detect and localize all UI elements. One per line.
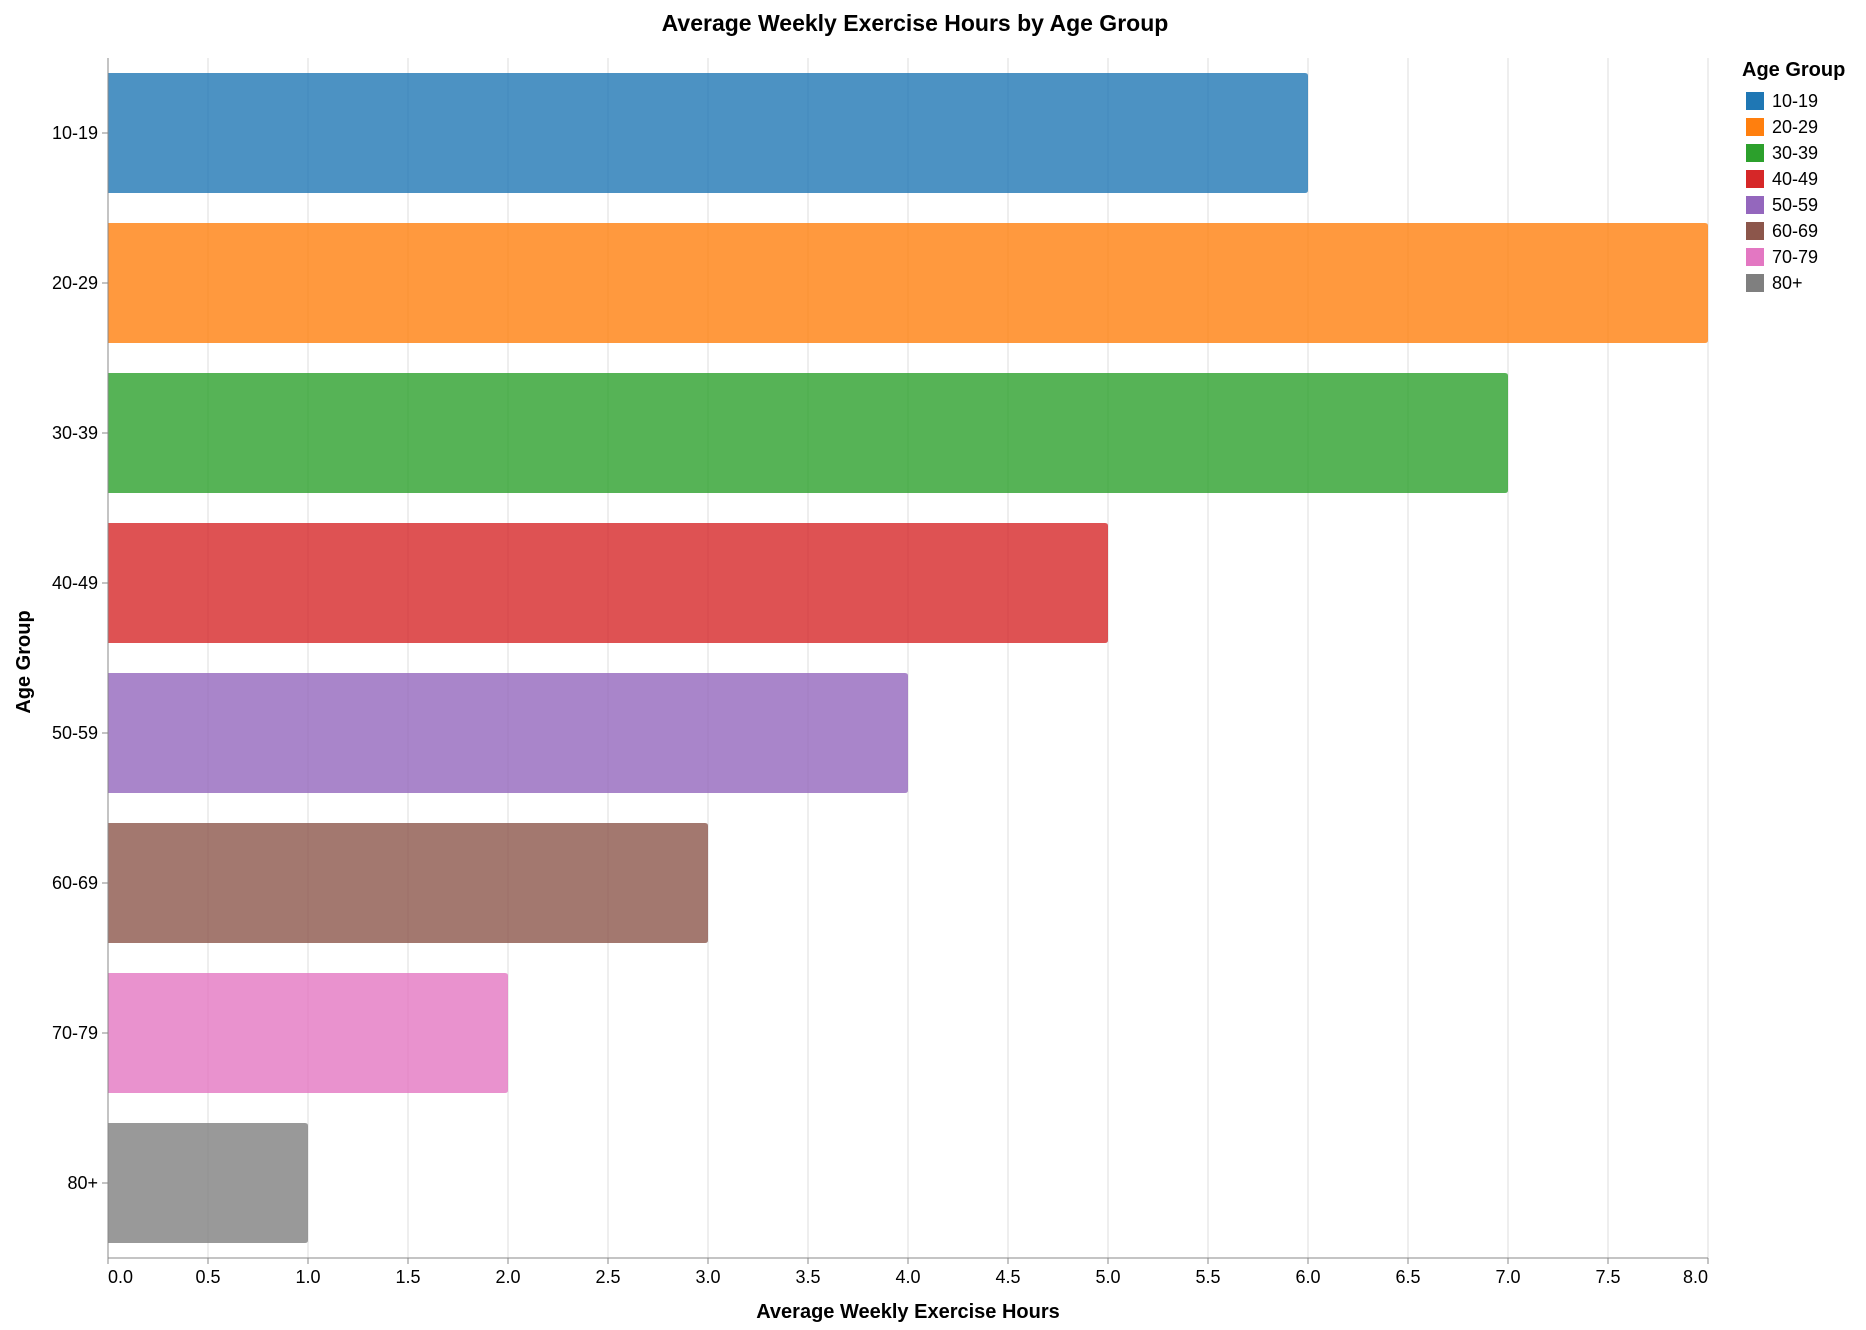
y-tick-label: 10-19: [52, 123, 98, 143]
x-tick-label: 1.5: [395, 1267, 420, 1287]
x-tick-label: 3.5: [795, 1267, 820, 1287]
legend-label: 40-49: [1772, 169, 1818, 189]
x-tick-label: 7.5: [1595, 1267, 1620, 1287]
legend-swatch: [1746, 118, 1764, 136]
bar-30-39: [108, 373, 1508, 493]
x-tick-label: 1.0: [295, 1267, 320, 1287]
bar-60-69: [108, 823, 708, 943]
bars: [108, 73, 1708, 1243]
bar-10-19: [108, 73, 1308, 193]
x-axis-title: Average Weekly Exercise Hours: [756, 1301, 1060, 1323]
legend-swatch: [1746, 248, 1764, 266]
bar-20-29: [108, 223, 1708, 343]
legend-swatch: [1746, 196, 1764, 214]
legend-label: 60-69: [1772, 221, 1818, 241]
bar-80-plus: [108, 1123, 308, 1243]
x-tick-label: 6.0: [1295, 1267, 1320, 1287]
x-tick-label: 0.0: [108, 1267, 133, 1287]
bar-40-49: [108, 523, 1108, 643]
y-tick-label: 70-79: [52, 1023, 98, 1043]
bar-50-59: [108, 673, 908, 793]
x-tick-label: 4.0: [895, 1267, 920, 1287]
legend: Age Group 10-19 20-29 30-39 40-49 50-59 60-69…: [1742, 59, 1845, 293]
x-tick-label: 0.5: [195, 1267, 220, 1287]
y-tick-label: 80+: [67, 1173, 98, 1193]
legend-label: 20-29: [1772, 117, 1818, 137]
legend-swatch: [1746, 222, 1764, 240]
y-tick-label: 40-49: [52, 573, 98, 593]
y-tick-label: 30-39: [52, 423, 98, 443]
legend-swatch: [1746, 170, 1764, 188]
x-tick-label: 2.0: [495, 1267, 520, 1287]
legend-label: 10-19: [1772, 91, 1818, 111]
x-tick-label: 5.5: [1195, 1267, 1220, 1287]
x-tick-label: 6.5: [1395, 1267, 1420, 1287]
x-tick-label: 2.5: [595, 1267, 620, 1287]
x-tick-label: 4.5: [995, 1267, 1020, 1287]
y-tick-label: 60-69: [52, 873, 98, 893]
legend-swatch: [1746, 92, 1764, 110]
y-axis-title: Age Group: [13, 610, 35, 713]
legend-title: Age Group: [1742, 59, 1845, 81]
y-tick-label: 20-29: [52, 273, 98, 293]
legend-swatch: [1746, 144, 1764, 162]
legend-label: 30-39: [1772, 143, 1818, 163]
y-tick-label: 50-59: [52, 723, 98, 743]
legend-label: 70-79: [1772, 247, 1818, 267]
legend-label: 80+: [1772, 273, 1803, 293]
legend-label: 50-59: [1772, 195, 1818, 215]
bar-70-79: [108, 973, 508, 1093]
x-tick-label: 7.0: [1495, 1267, 1520, 1287]
legend-swatch: [1746, 274, 1764, 292]
axes: 0.0 0.5 1.0 1.5 2.0 2.5 3.0 3.5 4.0 4.5 5.0 5.5 6.0 6…: [52, 58, 1709, 1287]
x-tick-label: 8.0: [1683, 1267, 1708, 1287]
x-tick-label: 3.0: [695, 1267, 720, 1287]
chart-title: Average Weekly Exercise Hours by Age Gro…: [662, 10, 1169, 36]
x-tick-label: 5.0: [1095, 1267, 1120, 1287]
